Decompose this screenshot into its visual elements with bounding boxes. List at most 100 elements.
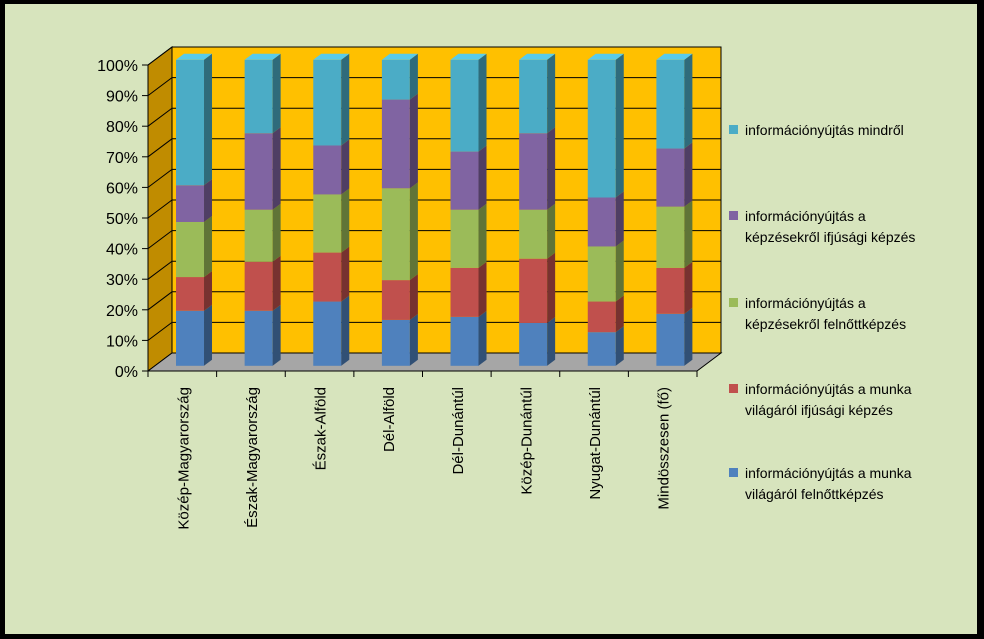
bar-front [450, 59, 479, 152]
x-tick-label: Nyugat-Dunántúl [587, 387, 604, 500]
legend-label: információnyújtás a munka [745, 381, 912, 397]
legend-label: információnyújtás a [745, 295, 866, 311]
bar-segment [313, 246, 350, 302]
bar-segment [450, 310, 487, 366]
bar-front [176, 185, 205, 222]
bar-side [547, 203, 556, 259]
bar-side [684, 200, 693, 268]
bar-side [547, 252, 556, 323]
legend-label: világáról felnőttképzés [745, 486, 884, 502]
bar-side [478, 310, 487, 366]
bar-top [381, 53, 418, 60]
bar-front [519, 322, 548, 366]
bar-side [341, 246, 350, 302]
bar-front [519, 133, 548, 210]
bar-front [244, 310, 273, 366]
bar-side [684, 261, 693, 314]
stacked-bar-chart: 0% 10% 20% 30% 40% 50% 60% 70% 80% 90% 100% Közép-… [97, 46, 915, 530]
legend-label: képzésekről ifjúsági képzés [745, 229, 915, 245]
legend-swatch [729, 125, 738, 134]
bar-segment [244, 127, 281, 210]
legend-label: információnyújtás mindről [745, 122, 904, 138]
bar-side [409, 53, 418, 100]
y-tick-label: 0% [115, 364, 138, 381]
bar-side [409, 274, 418, 320]
bar-front [313, 194, 342, 253]
bar-segment [587, 240, 624, 302]
bar-front [587, 301, 616, 333]
bar-segment [381, 182, 418, 281]
bar-side [204, 215, 213, 278]
bar-segment [176, 271, 213, 311]
bar-front [176, 277, 205, 311]
bar-front [587, 197, 616, 247]
bar-segment [313, 188, 350, 253]
bar-front [450, 267, 479, 317]
legend-swatch [729, 298, 738, 307]
x-tick-label: Dél-Alföld [381, 387, 398, 452]
y-tick-label: 10% [106, 333, 138, 350]
bar-front [519, 59, 548, 134]
bar-top [244, 53, 281, 60]
bar-front [244, 209, 273, 262]
bar-side [204, 179, 213, 222]
y-tick-label: 70% [106, 150, 138, 167]
y-tick-label: 20% [106, 303, 138, 320]
bar-side [341, 188, 350, 253]
bar-side [615, 295, 624, 333]
bar-side [478, 53, 487, 152]
bar-side [341, 53, 350, 146]
bar-segment [176, 304, 213, 366]
bar-side [478, 203, 487, 268]
bar-top [176, 53, 213, 60]
bar-segment [381, 53, 418, 100]
y-axis: 0% 10% 20% 30% 40% 50% 60% 70% 80% 90% 100% [97, 58, 149, 381]
bar-side [341, 139, 350, 195]
y-tick-label: 100% [97, 58, 138, 75]
bar-segment [313, 139, 350, 195]
bar-front [381, 99, 410, 189]
bar-side [615, 53, 624, 198]
bar-side [615, 326, 624, 366]
bar-side [547, 53, 556, 134]
bar-side [272, 127, 281, 210]
bar-segment [176, 179, 213, 222]
bar-segment [656, 261, 693, 314]
bar-segment [450, 261, 487, 317]
legend-label: információnyújtás a [745, 208, 866, 224]
bar-front [587, 59, 616, 198]
bar-front [313, 59, 342, 146]
bar-side [684, 53, 693, 149]
bar-segment [587, 191, 624, 247]
bar-segment [313, 53, 350, 146]
bar-side [615, 240, 624, 302]
bar-front [656, 206, 685, 268]
x-tick-label: Közép-Dunántúl [518, 387, 535, 495]
bar-side [204, 271, 213, 311]
bar-front [176, 310, 205, 366]
bar-segment [381, 93, 418, 189]
legend-swatch [729, 468, 738, 477]
bar-segment [176, 53, 213, 186]
chart-area: 0% 10% 20% 30% 40% 50% 60% 70% 80% 90% 100% Közép-… [5, 4, 977, 634]
bar-side [272, 255, 281, 311]
bar-segment [656, 307, 693, 366]
legend-label: képzésekről felnőttképzés [745, 316, 906, 332]
bar-side [684, 142, 693, 207]
bar-side [272, 304, 281, 366]
bar-segment [519, 203, 556, 259]
bar-side [684, 307, 693, 366]
x-tick-label: Dél-Dunántúl [450, 387, 467, 475]
bar-segment [519, 252, 556, 323]
bar-front [176, 59, 205, 186]
bar-front [519, 209, 548, 259]
y-tick-label: 50% [106, 211, 138, 228]
bar-side [409, 313, 418, 366]
bar-top [656, 53, 693, 60]
bar-front [656, 313, 685, 366]
bar-front [244, 133, 273, 210]
x-tick-label: Mindösszesen (fő) [656, 387, 673, 510]
bar-side [615, 191, 624, 247]
bar-front [587, 246, 616, 302]
floor [146, 352, 723, 372]
